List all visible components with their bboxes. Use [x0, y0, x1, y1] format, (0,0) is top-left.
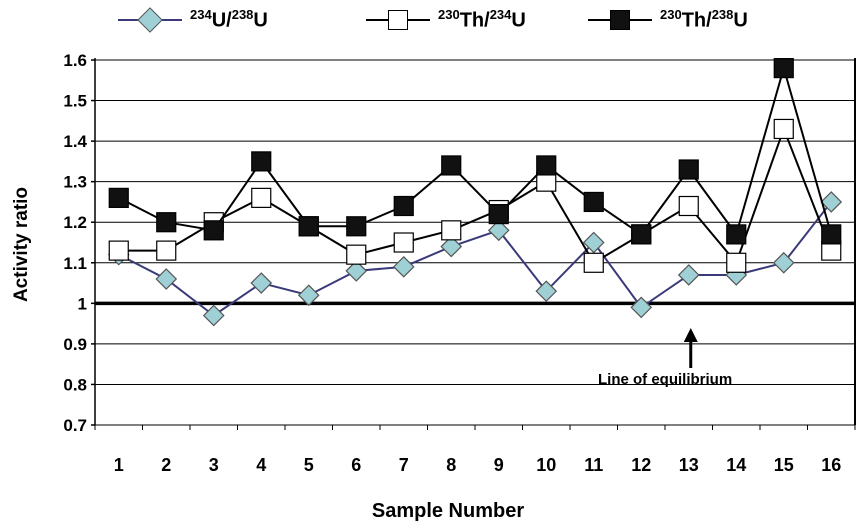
data-point [535, 280, 558, 303]
data-point [773, 118, 794, 140]
x-tick-label: 8 [446, 455, 456, 475]
data-point [488, 204, 509, 225]
data-point [536, 155, 557, 176]
x-tick-label: 16 [821, 455, 841, 475]
y-tick-label: 1 [78, 294, 87, 313]
x-tick-label: 6 [351, 455, 361, 475]
chart-legend: 234U/238U 230Th/234U 230Th/238U [0, 2, 857, 38]
x-tick-label: 3 [209, 455, 219, 475]
data-point [108, 240, 129, 261]
data-point [773, 58, 794, 79]
data-point [441, 220, 462, 241]
data-point [251, 187, 272, 208]
label-layer: Sample Number Activity ratio Line of equil… [11, 187, 732, 522]
x-tick-label: 7 [399, 455, 409, 475]
data-point [393, 232, 414, 253]
y-tick-label: 0.7 [63, 416, 87, 435]
legend-item-th230-u238: 230Th/238U [588, 2, 748, 38]
data-point [392, 255, 415, 278]
data-point [726, 224, 747, 245]
data-point [677, 264, 700, 286]
x-tick-label: 10 [536, 455, 556, 475]
y-tick-label: 1.3 [63, 173, 87, 192]
equilibrium-annotation: Line of equilibrium [598, 371, 732, 388]
y-tick-label: 0.8 [63, 375, 87, 394]
series-234U-238U [107, 191, 843, 327]
data-point [583, 252, 604, 273]
y-tick-label: 1.4 [63, 132, 87, 151]
data-point [440, 235, 463, 258]
y-tick-label: 1.5 [63, 92, 87, 111]
annotation-arrowhead [683, 328, 698, 342]
data-point [156, 240, 177, 261]
data-point [346, 216, 367, 237]
series-230Th-234U [108, 118, 842, 273]
data-point [678, 159, 699, 180]
data-point [251, 151, 272, 172]
x-tick-label: 5 [304, 455, 314, 475]
x-axis-title: Sample Number [372, 500, 524, 522]
data-point [156, 212, 177, 233]
y-axis-title: Activity ratio [11, 187, 32, 302]
data-point [155, 268, 178, 290]
data-point [821, 224, 842, 245]
x-tick-label: 1 [114, 455, 124, 475]
data-point [772, 251, 795, 274]
y-tick-label: 1.1 [63, 254, 87, 273]
legend-item-u234-u238: 234U/238U [118, 2, 268, 38]
data-point [202, 304, 225, 327]
axis-layer: 0.70.80.911.11.21.31.41.51.61 2 3 4 5 6 7 8 9 10 1… [63, 51, 856, 475]
data-point [631, 224, 652, 245]
legend-swatch-open-square [366, 2, 430, 38]
data-point [582, 231, 605, 254]
x-tick-label: 12 [631, 455, 651, 475]
y-tick-label: 1.2 [63, 213, 87, 232]
series-layer [107, 58, 843, 327]
y-tick-label: 1.6 [63, 51, 87, 70]
legend-label-u234-u238: 234U/238U [190, 7, 268, 32]
legend-swatch-diamond [118, 2, 182, 38]
data-point [441, 155, 462, 176]
x-tick-label: 13 [679, 455, 699, 475]
data-point [487, 219, 510, 242]
legend-label-th230-u238: 230Th/238U [660, 7, 748, 32]
x-tick-label: 11 [584, 455, 603, 475]
data-point [820, 191, 843, 213]
data-point [108, 187, 129, 208]
series-line [118, 201, 833, 317]
data-point [345, 260, 368, 282]
legend-label-th230-u234: 230Th/234U [438, 7, 526, 32]
series-line [118, 64, 833, 237]
data-point [203, 220, 224, 241]
series-230Th-238U [108, 58, 842, 245]
x-tick-label: 2 [161, 455, 171, 475]
data-point [726, 252, 747, 273]
data-point [298, 216, 319, 237]
x-tick-label: 15 [774, 455, 794, 475]
data-point [393, 195, 414, 217]
x-tick-label: 4 [256, 455, 266, 475]
data-point [630, 296, 653, 319]
filled-square-marker-icon [610, 10, 630, 30]
legend-item-th230-u234: 230Th/234U [366, 2, 526, 38]
x-tick-label: 14 [726, 455, 746, 475]
y-tick-label: 0.9 [63, 335, 87, 354]
data-point [678, 195, 699, 217]
series-line [118, 126, 833, 265]
data-point [346, 244, 367, 265]
legend-swatch-filled-square [588, 2, 652, 38]
data-point [297, 284, 320, 307]
data-point [250, 272, 273, 294]
open-square-marker-icon [388, 10, 408, 30]
data-point [583, 191, 604, 213]
x-tick-label: 9 [494, 455, 504, 475]
